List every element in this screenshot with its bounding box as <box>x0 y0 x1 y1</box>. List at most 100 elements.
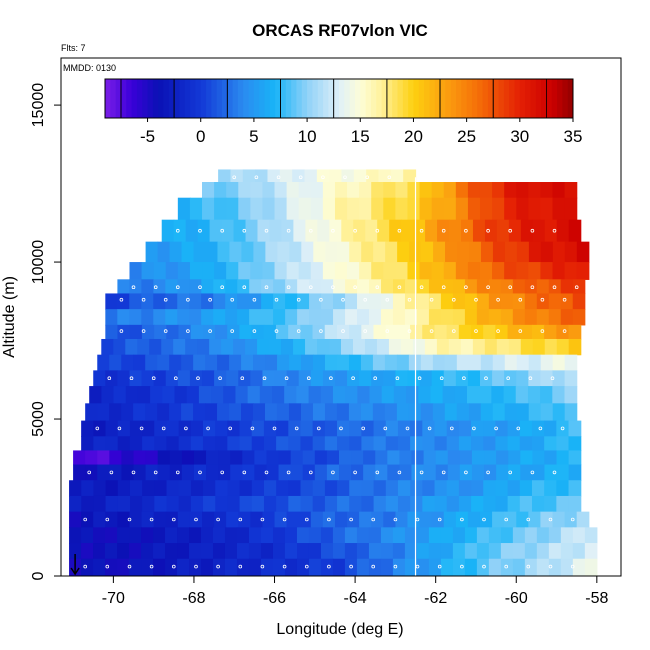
heatmap-cell <box>233 338 246 356</box>
observation-marker <box>274 329 279 333</box>
colorbar-segment <box>301 79 308 118</box>
heatmap-cell <box>349 324 362 340</box>
heatmap-cell <box>460 338 474 356</box>
observation-marker <box>149 564 154 569</box>
observation-marker <box>286 228 291 233</box>
heatmap-cell <box>556 338 570 356</box>
y-axis: 0 5000 10000 15000 <box>30 83 61 580</box>
heatmap-cell <box>142 480 155 497</box>
heatmap-cell <box>471 480 484 497</box>
observation-marker <box>286 470 291 475</box>
heatmap-cell <box>349 495 363 513</box>
heatmap-cell <box>446 436 460 452</box>
heatmap-cell <box>272 558 286 576</box>
heatmap-cell <box>248 527 262 544</box>
heatmap-cell <box>133 354 146 371</box>
heatmap-cell <box>407 370 421 387</box>
heatmap-cell <box>435 450 449 466</box>
observation-marker <box>419 470 424 475</box>
heatmap-cell <box>373 241 386 263</box>
heatmap-cell <box>141 527 154 544</box>
heatmap-cell <box>69 527 82 544</box>
heatmap-cell <box>488 527 502 544</box>
heatmap-cell <box>290 464 304 481</box>
heatmap-cell <box>524 543 538 560</box>
observation-marker <box>198 228 202 233</box>
observation-marker <box>482 517 486 522</box>
heatmap-cell <box>560 543 574 560</box>
heatmap-cell <box>129 527 142 544</box>
heatmap-cell <box>507 420 521 437</box>
heatmap-cell <box>428 543 442 560</box>
heatmap-cell <box>292 169 306 183</box>
heatmap-cell <box>528 197 542 221</box>
observation-marker <box>260 517 265 522</box>
heatmap-cell <box>397 241 410 263</box>
heatmap-cell <box>117 420 131 437</box>
heatmap-cell <box>436 338 450 356</box>
observation-marker <box>496 297 500 302</box>
heatmap-cell <box>201 309 214 326</box>
heatmap-cell <box>410 420 423 437</box>
heatmap-cell <box>337 420 350 437</box>
heatmap-cell <box>407 182 421 199</box>
heatmap-cell <box>117 527 130 544</box>
heatmap-cell <box>560 558 574 576</box>
heatmap-cell <box>288 420 302 437</box>
heatmap-cell <box>368 558 382 576</box>
heatmap-cell <box>381 386 395 404</box>
heatmap-cell <box>483 495 497 513</box>
heatmap-cell <box>277 241 290 263</box>
heatmap-cell <box>383 370 396 387</box>
heatmap-cell <box>93 558 106 576</box>
heatmap-cell <box>189 197 203 221</box>
heatmap-cell <box>467 182 481 199</box>
heatmap-cell <box>263 324 277 340</box>
colorbar-tick-label: 20 <box>404 127 423 146</box>
observation-marker <box>196 376 200 381</box>
heatmap-cell <box>293 219 306 243</box>
heatmap-cell <box>434 324 448 340</box>
heatmap-cell <box>249 279 262 295</box>
observation-marker <box>296 297 301 302</box>
heatmap-cell <box>229 241 243 263</box>
colorbar-segment <box>174 79 180 118</box>
heatmap-cell <box>519 420 533 437</box>
x-axis: -70 -68 -66 -64 -62 -60 -58 <box>102 576 608 607</box>
heatmap-cell <box>181 241 195 263</box>
heatmap-cell <box>173 338 186 356</box>
heatmap-cell <box>117 293 130 310</box>
observation-marker <box>387 175 392 180</box>
heatmap-cell <box>324 495 338 513</box>
heatmap-cell <box>117 370 131 387</box>
observation-marker <box>238 564 243 569</box>
heatmap-cell <box>81 558 94 576</box>
heatmap-cell <box>129 480 143 497</box>
colorbar-segment <box>381 79 388 118</box>
date-annotation: MMDD: 0130 <box>63 63 116 73</box>
heatmap-cell <box>272 527 286 544</box>
heatmap-cell <box>397 495 411 513</box>
heatmap-cell <box>479 197 493 221</box>
heatmap-cell <box>230 464 243 481</box>
heatmap-cell <box>214 197 227 221</box>
colorbar-segment <box>307 79 313 118</box>
heatmap-cell <box>520 338 534 356</box>
heatmap-cell <box>320 386 334 404</box>
heatmap-cell <box>434 420 448 437</box>
heatmap-cell <box>286 370 300 387</box>
heatmap-cell <box>397 420 411 437</box>
heatmap-cell <box>312 403 326 422</box>
heatmap-cell <box>552 241 566 263</box>
heatmap-cell <box>403 169 417 183</box>
heatmap-cell <box>492 262 505 280</box>
heatmap-cell <box>325 241 338 263</box>
colorbar-segment <box>551 79 558 118</box>
observation-marker <box>393 517 398 522</box>
heatmap-cell <box>548 309 562 326</box>
heatmap-cell <box>564 197 578 221</box>
observation-marker <box>149 517 154 522</box>
observation-marker <box>327 517 331 522</box>
heatmap-cell <box>250 511 264 528</box>
colorbar-segment <box>370 79 377 118</box>
